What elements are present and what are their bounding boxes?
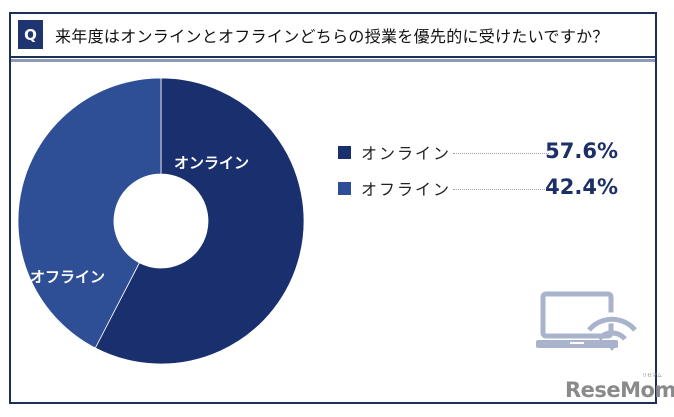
question-badge: Q [18, 20, 43, 49]
legend-item-offline: オフライン 42.4% [338, 170, 628, 206]
header-divider-light [11, 59, 655, 62]
donut-segment-1 [17, 77, 162, 349]
legend-swatch-online [338, 145, 351, 159]
question-title: 来年度はオンラインとオフラインどちらの授業を優先的に受けたいですか？ [55, 27, 609, 46]
legend: オンライン 57.6% オフライン 42.4% [338, 134, 628, 206]
legend-swatch-offline [338, 181, 351, 195]
leader-line [453, 152, 549, 154]
legend-item-online: オンライン 57.6% [338, 134, 628, 170]
segment-label-offline: オフライン [30, 268, 106, 286]
legend-label: オフライン [361, 180, 452, 199]
brand-ruby: リセマム [642, 373, 663, 379]
brand-logo: ReseMom [565, 378, 674, 402]
laptop-wifi-icon [536, 291, 643, 351]
question-header: Q 来年度はオンラインとオフラインどちらの授業を優先的に受けたいですか？ [11, 14, 655, 56]
legend-value: 42.4% [545, 175, 618, 199]
donut-svg [17, 77, 305, 365]
legend-label: オンライン [361, 144, 452, 163]
donut-segment-0 [94, 77, 305, 365]
donut-chart: オンライン オフライン [16, 76, 306, 366]
legend-value: 57.6% [545, 139, 618, 163]
segment-label-online: オンライン [174, 154, 250, 172]
header-divider [11, 56, 655, 58]
leader-line [453, 188, 549, 190]
